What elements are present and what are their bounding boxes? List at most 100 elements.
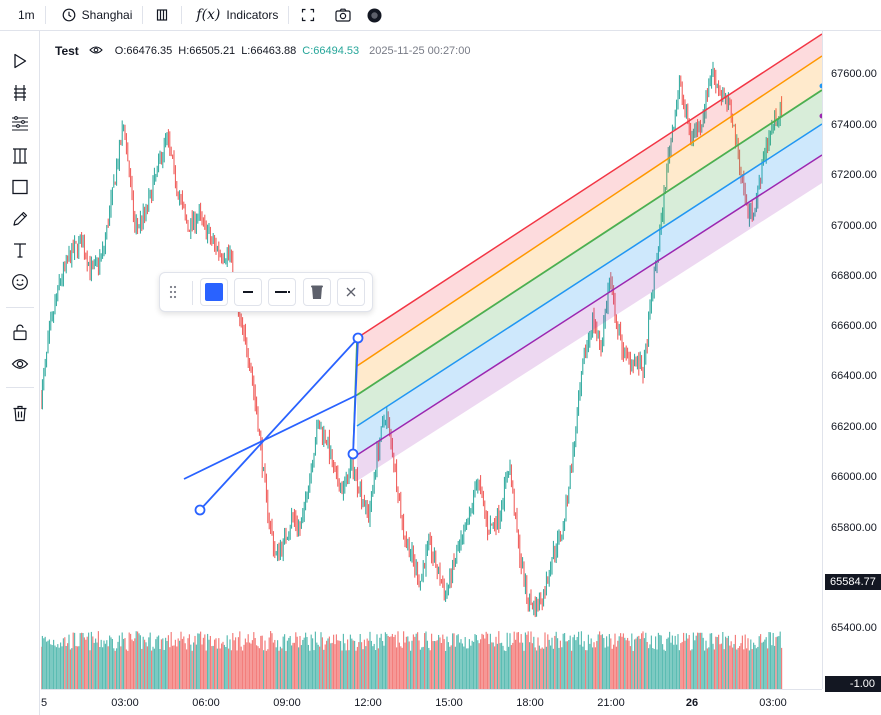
volume-bar [176, 646, 178, 689]
volume-bar [298, 647, 300, 689]
volume-bar [403, 631, 405, 689]
line-tool-button[interactable] [7, 80, 33, 106]
volume-bar [376, 634, 378, 689]
text-icon [14, 243, 26, 258]
pitchfork-base-line[interactable] [352, 337, 359, 456]
volume-bar [342, 633, 344, 689]
line-color-button[interactable] [200, 278, 228, 306]
volume-bar [727, 635, 729, 689]
volume-bar [772, 632, 774, 689]
remove-drawings-button[interactable] [7, 400, 33, 426]
lock-drawings-button[interactable] [7, 319, 33, 345]
volume-bar [349, 634, 351, 689]
volume-bar [313, 650, 315, 689]
volume-bar [527, 631, 529, 689]
volume-bar [195, 644, 197, 689]
volume-bar [372, 646, 374, 689]
delete-drawing-button[interactable] [303, 278, 331, 306]
cursor-tool-button[interactable] [7, 48, 33, 74]
volume-bar [503, 650, 505, 689]
timezone-button[interactable]: Shanghai [46, 0, 143, 31]
line-style-button[interactable] [268, 278, 296, 306]
band-purple-line[interactable] [356, 154, 822, 456]
volume-bar [90, 631, 92, 689]
pitchfork-handle-line[interactable] [199, 337, 359, 511]
volume-bar [585, 650, 587, 689]
volume-bar [540, 648, 542, 689]
interval-button[interactable]: 1m [0, 0, 45, 31]
drawing-anchor-point[interactable] [347, 448, 359, 460]
volume-bar [701, 632, 703, 689]
theme-button[interactable] [359, 0, 390, 31]
volume-bar [260, 635, 262, 689]
channel-end-point[interactable] [819, 113, 823, 119]
pitchfork-median-line[interactable] [183, 394, 358, 480]
pattern-tool-button[interactable] [7, 143, 33, 169]
text-tool-button[interactable] [7, 237, 33, 263]
screenshot-button[interactable] [327, 0, 359, 31]
current-price-tag: 65584.77 [825, 574, 881, 590]
price-chart[interactable] [41, 31, 822, 689]
volume-bar [656, 649, 658, 689]
indicators-button[interactable]: f(x) Indicators [182, 0, 288, 31]
volume-bar [341, 650, 343, 689]
eye-icon[interactable] [89, 45, 103, 58]
hide-drawings-button[interactable] [7, 351, 33, 377]
volume-bar [726, 638, 728, 689]
band-red-line[interactable] [356, 33, 822, 339]
chart-type-button[interactable] [143, 0, 181, 31]
volume-bar [394, 634, 396, 689]
volume-bar [569, 635, 571, 689]
volume-bar [337, 640, 339, 689]
volume-bar [704, 650, 706, 689]
volume-bar [419, 649, 421, 689]
brush-tool-button[interactable] [7, 206, 33, 232]
volume-bar [240, 646, 242, 689]
volume-bar [636, 636, 638, 689]
timezone-label: Shanghai [81, 8, 133, 22]
volume-bar [74, 632, 76, 689]
volume-bar [648, 648, 650, 689]
shape-tool-button[interactable] [7, 174, 33, 200]
band-green-line[interactable] [356, 89, 822, 396]
volume-bar [463, 646, 465, 689]
band-orange-line[interactable] [356, 55, 822, 367]
volume-bar [151, 650, 153, 689]
volume-bar [303, 637, 305, 689]
time-scale[interactable]: 5 03:00 06:00 09:00 12:00 15:00 18:00 21… [41, 689, 822, 715]
volume-bar [680, 643, 682, 689]
volume-bar [254, 638, 256, 689]
volume-bar [774, 645, 776, 689]
volume-bar [50, 644, 52, 689]
volume-bar [380, 633, 382, 689]
volume-bar [713, 649, 715, 689]
volume-bar [81, 632, 83, 689]
fib-tool-button[interactable] [7, 111, 33, 137]
emoji-tool-button[interactable] [7, 269, 33, 295]
volume-bar [86, 636, 88, 689]
drag-handle-icon[interactable] [169, 285, 177, 304]
volume-bar [536, 650, 538, 689]
drawing-anchor-point[interactable] [194, 504, 206, 516]
line-width-button[interactable] [234, 278, 262, 306]
volume-bar [204, 634, 206, 689]
volume-bar [222, 641, 224, 689]
volume-bar [743, 649, 745, 689]
chart-pane[interactable] [41, 31, 822, 689]
symbol-name[interactable]: Test [55, 44, 79, 58]
volume-bar [554, 635, 556, 689]
volume-bar [769, 632, 771, 689]
eye-icon [11, 359, 29, 369]
close-toolbar-button[interactable] [337, 278, 365, 306]
volume-bar [102, 647, 104, 689]
price-scale[interactable]: 67600.00 67400.00 67200.00 67000.00 6680… [822, 31, 881, 692]
volume-bar [180, 631, 182, 689]
volume-bar [564, 633, 566, 689]
channel-end-point[interactable] [819, 83, 823, 89]
fullscreen-button[interactable] [289, 0, 327, 31]
band-blue-line[interactable] [356, 123, 822, 427]
drawing-anchor-point[interactable] [352, 332, 364, 344]
volume-bar [355, 650, 357, 689]
volume-bar [202, 637, 204, 689]
fib-retracement-icon [12, 116, 28, 131]
